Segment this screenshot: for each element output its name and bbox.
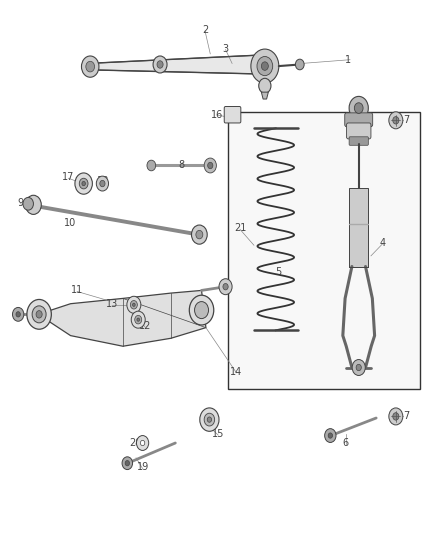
Circle shape (200, 408, 219, 431)
Circle shape (96, 176, 109, 191)
Text: 16: 16 (211, 110, 223, 120)
Circle shape (79, 178, 88, 189)
Text: 20: 20 (129, 438, 141, 448)
Circle shape (131, 301, 138, 309)
Circle shape (207, 417, 212, 422)
Circle shape (257, 56, 273, 76)
Text: 14: 14 (230, 367, 243, 377)
Circle shape (204, 413, 215, 426)
Circle shape (194, 302, 208, 319)
Circle shape (131, 311, 145, 328)
Circle shape (153, 56, 167, 73)
Circle shape (295, 59, 304, 70)
Polygon shape (261, 92, 268, 99)
Circle shape (27, 300, 51, 329)
Text: 6: 6 (343, 438, 349, 448)
Circle shape (389, 112, 403, 129)
Circle shape (127, 296, 141, 313)
Bar (349, 188, 368, 266)
Circle shape (82, 181, 85, 185)
Text: 19: 19 (137, 463, 149, 472)
FancyBboxPatch shape (349, 137, 368, 146)
Text: 18: 18 (97, 176, 110, 187)
Circle shape (23, 197, 33, 210)
Bar (228, 112, 420, 389)
Text: 7: 7 (404, 411, 410, 422)
Circle shape (133, 303, 135, 306)
Circle shape (261, 62, 268, 70)
Text: 13: 13 (106, 298, 118, 309)
Circle shape (125, 461, 130, 466)
Circle shape (393, 413, 399, 420)
Text: 9: 9 (17, 198, 23, 208)
Circle shape (135, 316, 142, 324)
Circle shape (32, 306, 46, 323)
Circle shape (204, 158, 216, 173)
Circle shape (328, 433, 332, 438)
FancyBboxPatch shape (345, 113, 373, 127)
Circle shape (251, 49, 279, 83)
Circle shape (25, 195, 41, 214)
Text: 8: 8 (179, 160, 185, 171)
Circle shape (36, 311, 42, 318)
Text: 7: 7 (404, 115, 410, 125)
Text: 12: 12 (138, 321, 151, 331)
Circle shape (356, 365, 361, 370)
Circle shape (12, 308, 24, 321)
Circle shape (122, 457, 133, 470)
Circle shape (223, 284, 228, 290)
FancyBboxPatch shape (346, 123, 371, 139)
Circle shape (147, 160, 155, 171)
Text: 21: 21 (234, 223, 246, 233)
Circle shape (325, 429, 336, 442)
Circle shape (259, 78, 271, 93)
Text: 4: 4 (380, 238, 386, 247)
Text: 3: 3 (223, 44, 229, 53)
Circle shape (191, 225, 207, 244)
FancyBboxPatch shape (224, 107, 241, 123)
Circle shape (349, 96, 368, 120)
Circle shape (86, 61, 95, 72)
Circle shape (189, 295, 214, 325)
Circle shape (352, 360, 365, 375)
Text: 15: 15 (212, 429, 224, 439)
Circle shape (137, 435, 149, 450)
Circle shape (393, 117, 399, 124)
Text: 1: 1 (345, 55, 351, 65)
Text: 2: 2 (202, 25, 208, 35)
Circle shape (81, 56, 99, 77)
Circle shape (354, 103, 363, 114)
Circle shape (75, 173, 92, 194)
Text: 11: 11 (71, 286, 83, 295)
Circle shape (157, 61, 163, 68)
Text: 17: 17 (62, 172, 74, 182)
Circle shape (141, 440, 145, 446)
Circle shape (137, 318, 140, 321)
Polygon shape (38, 290, 206, 346)
Text: 5: 5 (275, 267, 281, 277)
Circle shape (196, 230, 203, 239)
Circle shape (389, 408, 403, 425)
Circle shape (100, 180, 105, 187)
Text: 10: 10 (64, 218, 77, 228)
Polygon shape (88, 55, 263, 74)
Circle shape (16, 312, 20, 317)
Circle shape (208, 163, 213, 168)
Circle shape (219, 279, 232, 295)
